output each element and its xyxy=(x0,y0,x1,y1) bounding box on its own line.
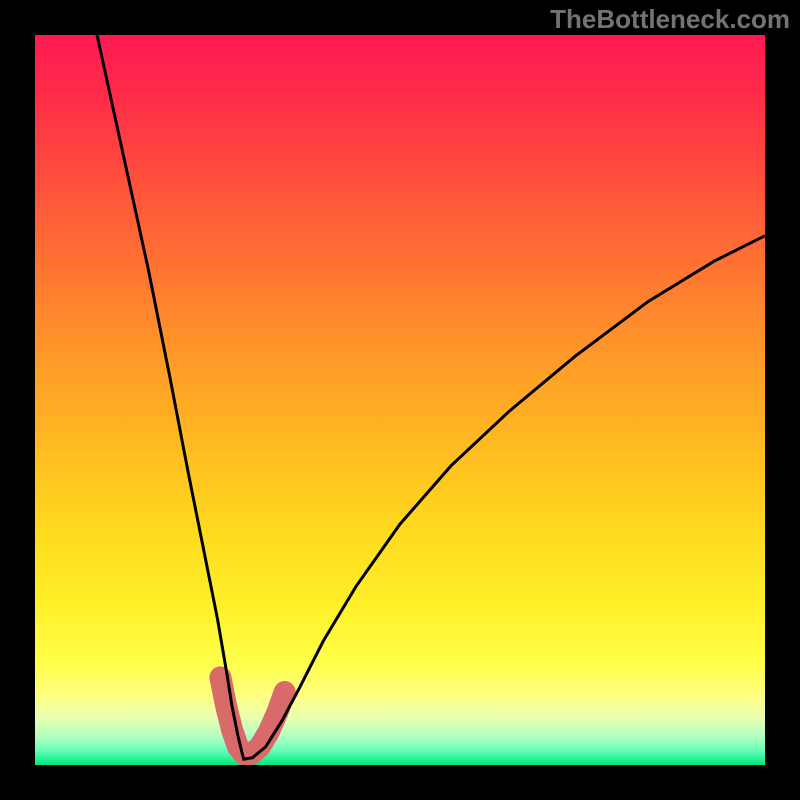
chart-svg xyxy=(35,35,765,765)
plot-background xyxy=(35,35,765,765)
watermark-text: TheBottleneck.com xyxy=(550,4,790,35)
canvas-root: TheBottleneck.com xyxy=(0,0,800,800)
plot-area xyxy=(35,35,765,765)
